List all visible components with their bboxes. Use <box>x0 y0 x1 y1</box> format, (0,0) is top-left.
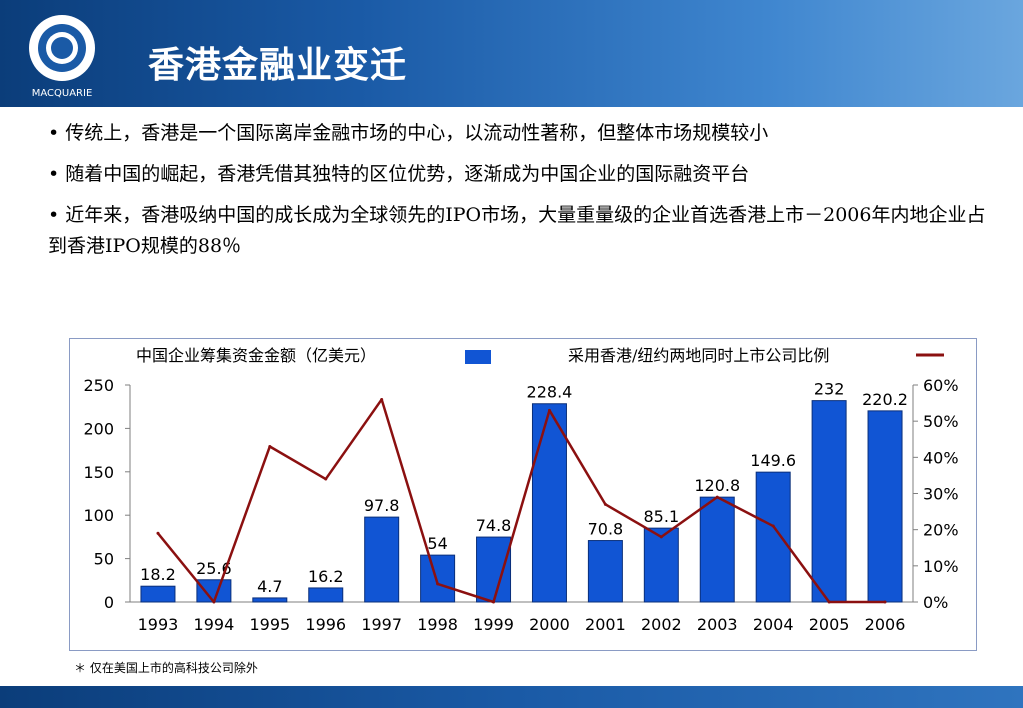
bullet-list: • 传统上，香港是一个国际离岸金融市场的中心，以流动性著称，但整体市场规模较小 … <box>48 118 988 272</box>
logo-text: MACQUARIE <box>32 88 93 99</box>
line-point <box>268 444 272 448</box>
y-tick-label-left: 50 <box>94 550 114 569</box>
bar <box>476 536 512 603</box>
legend-line-label: 采用香港/纽约两地同时上市公司比例 <box>568 346 829 365</box>
bar-value-label: 16.2 <box>308 567 344 586</box>
y-tick-label-right: 30% <box>923 485 959 504</box>
y-tick-label-left: 100 <box>83 506 114 525</box>
bar <box>420 554 456 603</box>
x-tick-label: 2005 <box>809 615 850 634</box>
line-point <box>883 600 887 604</box>
bullet-item: • 近年来，香港吸纳中国的成长成为全球领先的IPO市场，大量重量级的企业首选香港… <box>48 204 986 257</box>
line-point <box>715 495 719 499</box>
bar-value-label: 85.1 <box>644 507 680 526</box>
line-point <box>603 502 607 506</box>
bar <box>252 597 288 603</box>
x-tick-label: 1994 <box>194 615 235 634</box>
x-tick-label: 2000 <box>529 615 570 634</box>
line-point <box>212 600 216 604</box>
x-tick-label: 2004 <box>753 615 794 634</box>
line-point <box>156 531 160 535</box>
bar-value-label: 232 <box>814 380 845 399</box>
x-tick-label: 1996 <box>305 615 346 634</box>
page-title: 香港金融业变迁 <box>148 45 408 86</box>
bar-value-label: 74.8 <box>476 516 512 535</box>
x-tick-label: 1997 <box>361 615 402 634</box>
x-tick-label: 1998 <box>417 615 458 634</box>
y-tick-label-right: 10% <box>923 557 959 576</box>
bar <box>867 410 903 603</box>
footer-bar <box>0 686 1023 708</box>
bar-value-label: 149.6 <box>750 451 796 470</box>
x-tick-label: 2006 <box>865 615 906 634</box>
y-tick-label-right: 50% <box>923 412 959 431</box>
bar-value-label: 97.8 <box>364 496 400 515</box>
bar-value-label: 70.8 <box>588 520 624 539</box>
line-point <box>380 397 384 401</box>
combo-chart: 中国企业筹集资金金额（亿美元） 采用香港/纽约两地同时上市公司比例 0 50 100… <box>83 346 959 634</box>
bar <box>140 585 176 603</box>
footnote: ＊ 仅在美国上市的高科技公司除外 <box>74 661 258 675</box>
legend-bar-swatch <box>465 350 491 364</box>
bar-value-label: 18.2 <box>140 565 176 584</box>
chart-frame: 中国企业筹集资金金额（亿美元） 采用香港/纽约两地同时上市公司比例 0 50 100… <box>69 338 977 651</box>
bullet-item: • 传统上，香港是一个国际离岸金融市场的中心，以流动性著称，但整体市场规模较小 <box>48 122 769 144</box>
y-tick-label-left: 150 <box>83 463 114 482</box>
y-tick-label-right: 60% <box>923 376 959 395</box>
bar <box>699 496 735 603</box>
legend-bar-label: 中国企业筹集资金金额（亿美元） <box>136 346 376 365</box>
y-tick-label-left: 0 <box>104 593 114 612</box>
bar <box>643 527 679 603</box>
line-series <box>156 398 886 604</box>
line-point <box>547 408 551 412</box>
line-point <box>659 535 663 539</box>
line-point <box>436 582 440 586</box>
y-tick-label-left: 250 <box>83 376 114 395</box>
bar-value-label: 4.7 <box>257 577 282 596</box>
y-tick-label-right: 20% <box>923 521 959 540</box>
bar <box>364 516 400 603</box>
x-tick-label: 2001 <box>585 615 626 634</box>
bar <box>531 403 567 603</box>
bullet-item: • 随着中国的崛起，香港凭借其独特的区位优势，逐渐成为中国企业的国际融资平台 <box>48 163 750 185</box>
line-point <box>324 477 328 481</box>
line-point <box>827 600 831 604</box>
y-tick-label-right: 0% <box>923 593 948 612</box>
line-point <box>492 600 496 604</box>
bar <box>308 587 344 603</box>
bar <box>587 540 623 603</box>
bar <box>755 471 791 603</box>
bar <box>811 400 847 603</box>
y-tick-label-right: 40% <box>923 448 959 467</box>
x-tick-label: 1995 <box>249 615 290 634</box>
x-tick-label: 2003 <box>697 615 738 634</box>
y-tick-label-left: 200 <box>83 419 114 438</box>
bar-value-label: 120.8 <box>694 476 740 495</box>
bar-value-label: 54 <box>427 534 447 553</box>
header-banner: MACQUARIE 香港金融业变迁 <box>0 0 1023 107</box>
x-tick-label: 1999 <box>473 615 514 634</box>
x-tick-label: 2002 <box>641 615 682 634</box>
macquarie-logo: MACQUARIE <box>29 15 95 99</box>
line-point <box>771 524 775 528</box>
bar-value-label: 220.2 <box>862 390 908 409</box>
bar-value-label: 25.6 <box>196 559 232 578</box>
x-tick-label: 1993 <box>138 615 179 634</box>
bar-value-label: 228.4 <box>527 383 573 402</box>
